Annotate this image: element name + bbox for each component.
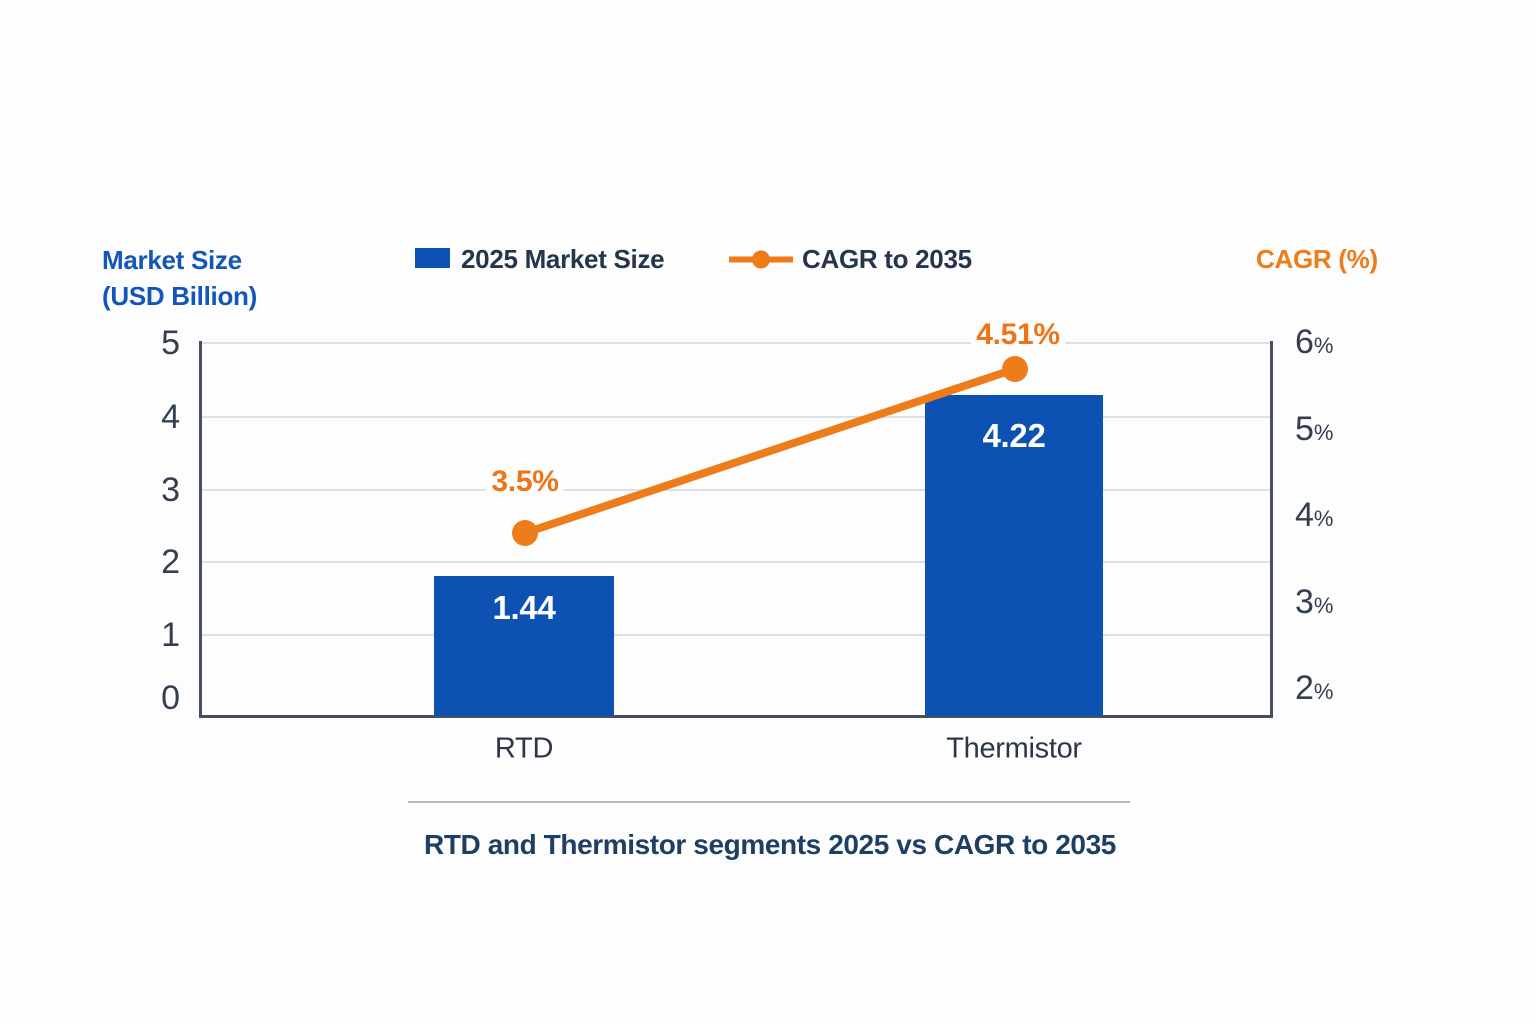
caption-divider [408, 801, 1130, 803]
bottom-axis-line [199, 715, 1273, 718]
gridline [200, 416, 1272, 418]
line-marker-rtd [512, 520, 538, 546]
left-axis-title-line2: (USD Billion) [102, 281, 257, 311]
gridline [200, 634, 1272, 636]
left-axis-line [199, 341, 202, 718]
line-point-label-rtd: 3.5% [486, 464, 564, 500]
left-axis-tick: 3 [161, 471, 180, 509]
bar-value-label: 4.22 [982, 417, 1046, 454]
gridline [200, 342, 1272, 344]
line-dot-icon [729, 250, 793, 269]
bar-rtd: 1.44 [434, 576, 614, 716]
legend-label-cagr: CAGR to 2035 [802, 244, 972, 274]
right-axis-line [1270, 341, 1273, 718]
legend-label-market-size: 2025 Market Size [461, 244, 665, 274]
bar-value-label: 1.44 [492, 589, 556, 626]
right-axis-tick: 4% [1295, 496, 1334, 534]
category-label-thermistor: Thermistor [946, 732, 1082, 765]
left-axis-tick: 5 [161, 324, 180, 362]
left-axis-title-line1: Market Size [102, 245, 242, 275]
right-axis-tick: 2% [1295, 669, 1334, 707]
category-label-rtd: RTD [494, 732, 554, 765]
line-point-label-thermistor: 4.51% [971, 317, 1065, 353]
bar-series-swatch-icon [415, 248, 450, 268]
cagr-line-series [512, 356, 1028, 546]
left-axis-tick: 1 [161, 616, 180, 654]
gridline [200, 561, 1272, 563]
line-marker-thermistor [1002, 356, 1028, 382]
left-axis-tick: 4 [161, 398, 180, 436]
left-axis-tick: 2 [161, 543, 180, 581]
right-axis-title: CAGR (%) [1256, 244, 1378, 274]
right-axis-tick: 3% [1295, 583, 1334, 621]
right-axis-tick: 5% [1295, 410, 1334, 448]
chart-caption: RTD and Thermistor segments 2025 vs CAGR… [424, 829, 1116, 860]
left-axis-title: Market Size (USD Billion) [102, 242, 257, 314]
left-axis-tick: 0 [161, 679, 180, 717]
gridline [200, 489, 1272, 491]
right-axis-tick: 6% [1295, 323, 1334, 361]
bar-thermistor: 4.22 [925, 395, 1103, 716]
